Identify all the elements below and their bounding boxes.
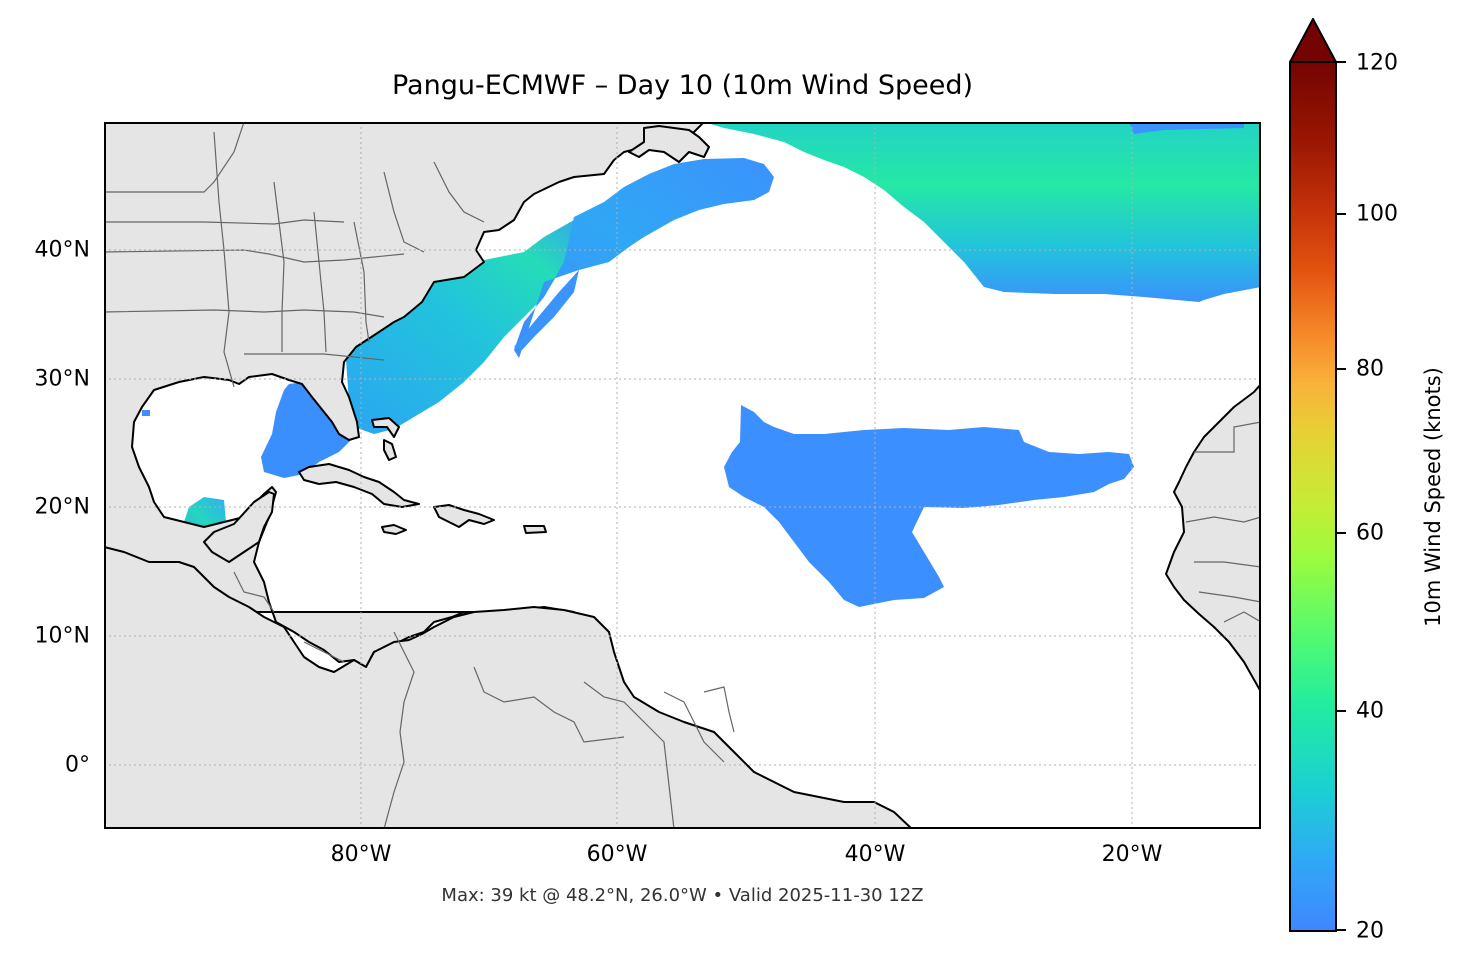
land-jamaica	[381, 524, 407, 535]
chart-footer: Max: 39 kt @ 48.2°N, 26.0°W • Valid 2025…	[441, 885, 924, 906]
map-frame	[104, 122, 1261, 829]
colorbar-tick-60: 60	[1356, 520, 1384, 546]
colorbar-tick-marks	[1336, 61, 1346, 931]
colorbar-extend-arrow	[1288, 16, 1338, 63]
lon-label-80w: 80°W	[330, 842, 392, 867]
lat-label-40n: 40°N	[34, 237, 90, 263]
land-central-america	[104, 546, 913, 829]
land-hispaniola	[433, 504, 495, 528]
land-yucatan	[203, 491, 275, 563]
wind-region-central-atlantic	[724, 405, 1134, 607]
lat-label-0: 0°	[65, 752, 90, 778]
lon-label-40w: 40°W	[844, 842, 906, 867]
land-bahamas-2	[383, 439, 397, 461]
lat-label-10n: 10°N	[34, 623, 90, 649]
lon-label-20w: 20°W	[1101, 842, 1163, 867]
chart-title: Pangu-ECMWF – Day 10 (10m Wind Speed)	[391, 70, 974, 101]
land-masses	[104, 122, 1261, 829]
wind-region-secondary-band-tail	[514, 270, 579, 350]
land-west-africa	[1165, 383, 1261, 693]
wind-region-north-atlantic	[704, 122, 1261, 302]
colorbar-tick-80: 80	[1356, 356, 1384, 382]
colorbar-tick-20: 20	[1356, 918, 1384, 944]
land-cuba	[298, 463, 420, 508]
land-puerto-rico	[523, 525, 547, 534]
colorbar-tick-100: 100	[1356, 201, 1398, 227]
colorbar-label: 10m Wind Speed (knots)	[1421, 367, 1445, 627]
wind-region-secondary-band	[514, 158, 774, 358]
colorbar	[1288, 16, 1345, 932]
political-borders	[104, 122, 1261, 829]
wind-region-east-coast	[346, 214, 609, 434]
colorbar-tick-120: 120	[1356, 50, 1398, 76]
lon-label-60w: 60°W	[586, 842, 648, 867]
wind-field	[142, 122, 1261, 607]
colorbar-tick-40: 40	[1356, 698, 1384, 724]
land-newfoundland	[628, 125, 710, 163]
wind-region-north-atlantic-tip	[1129, 122, 1244, 134]
lat-label-30n: 30°N	[34, 366, 90, 392]
lat-label-20n: 20°N	[34, 494, 90, 520]
land-bahamas-1	[371, 417, 400, 438]
map-panel	[104, 122, 1261, 829]
